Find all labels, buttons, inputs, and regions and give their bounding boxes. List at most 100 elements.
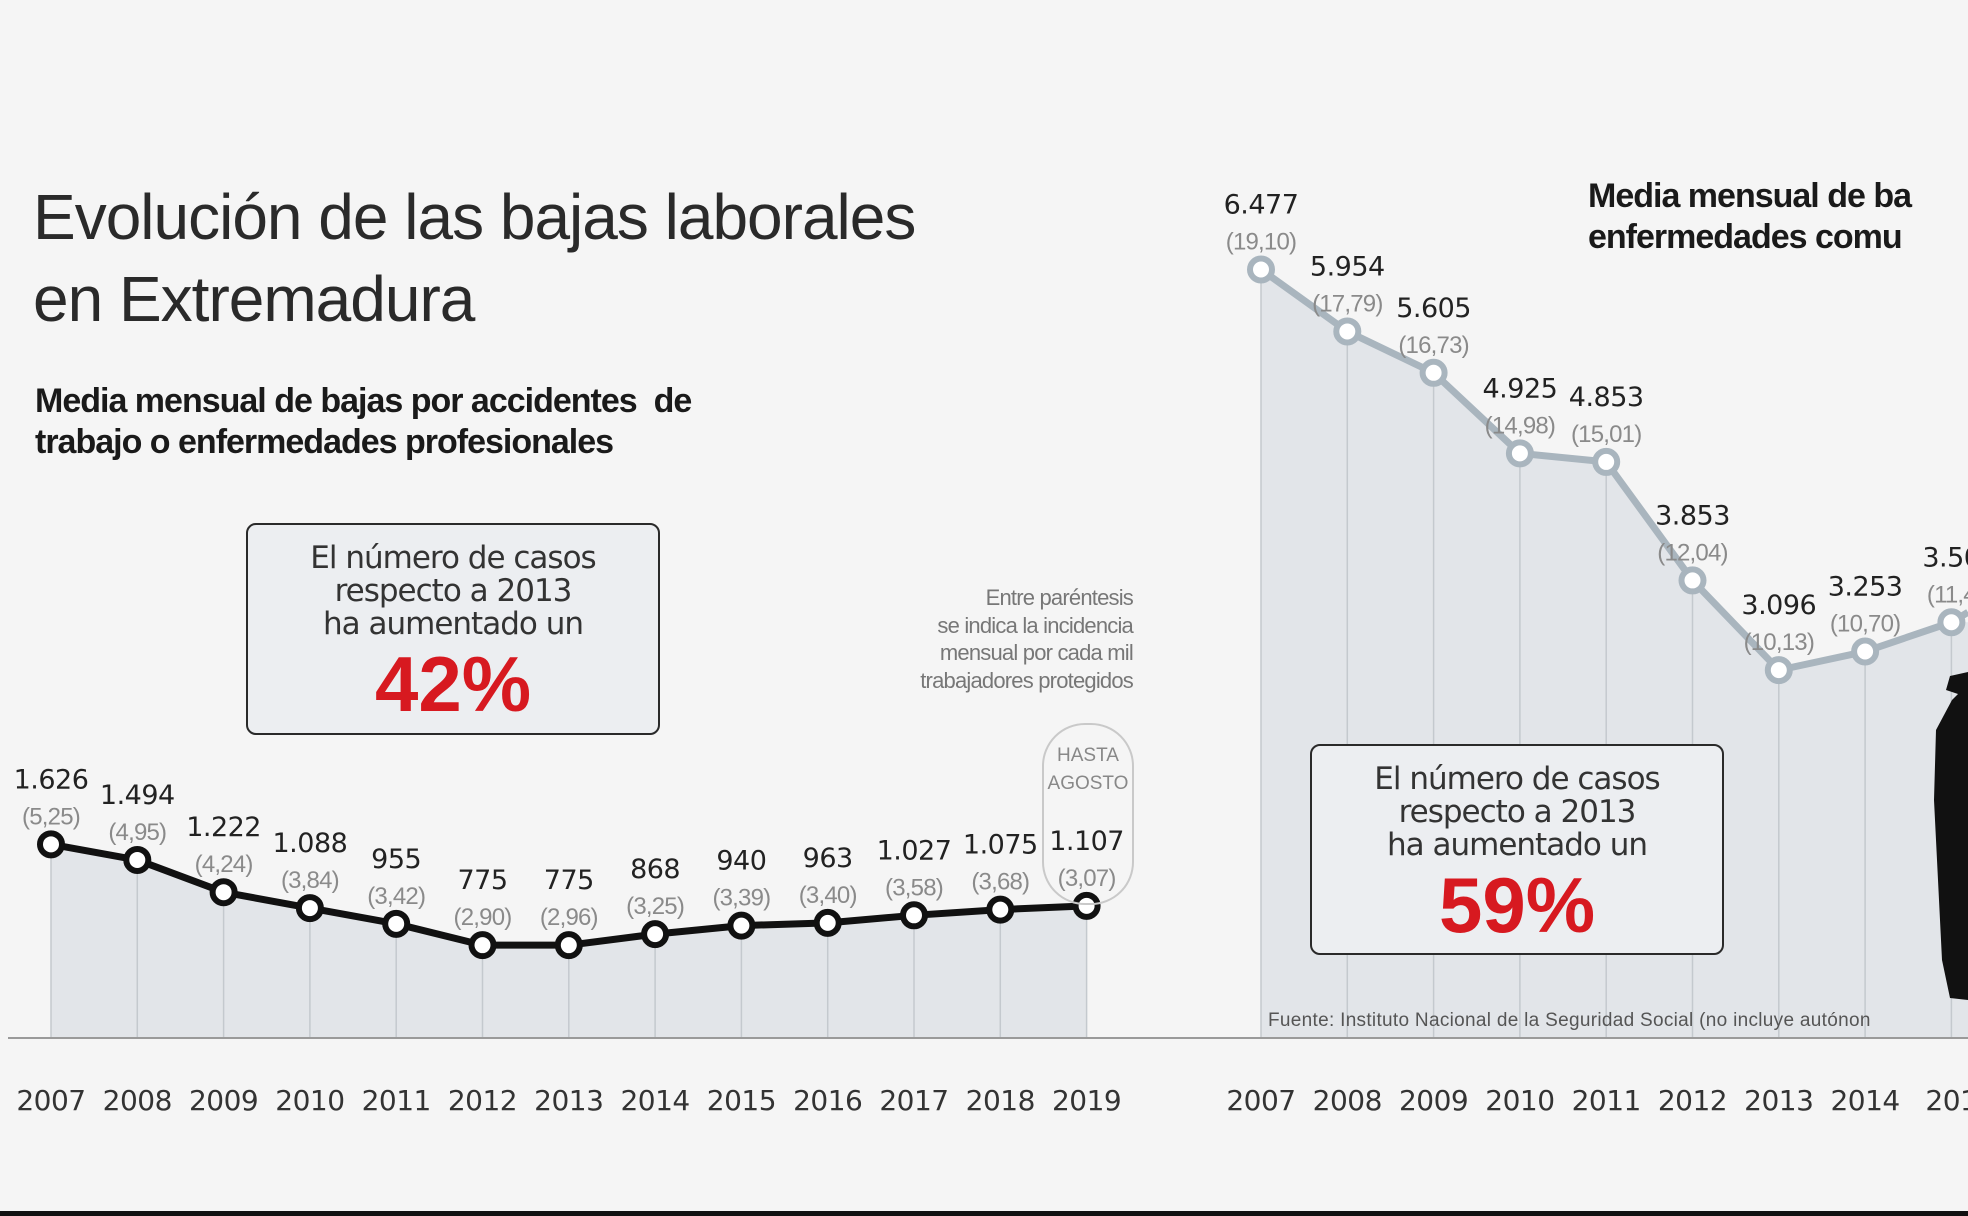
data-point	[900, 901, 928, 930]
callout-line: El número de casos	[1374, 761, 1660, 797]
incidence-label: (17,79)	[1312, 290, 1382, 317]
x-tick-label: 2015	[707, 1084, 776, 1117]
line-chart-left: 1.626 (5,25) 2007 1.494 (4,95) 2008 1.222 (4,24…	[14, 764, 1125, 1117]
incidence-label: (19,10)	[1226, 228, 1296, 255]
right-callout-box: El número de casos respecto a 2013 ha au…	[1310, 744, 1724, 955]
series-line	[1258, 266, 1968, 674]
page-title: Evolución de las bajas laborales en Extr…	[33, 176, 916, 340]
incidence-label: (12,04)	[1657, 539, 1727, 566]
right-chart-title: Media mensual de ba enfermedades comu	[1588, 176, 1912, 258]
incidence-label: (4,24)	[195, 851, 253, 878]
hasta-label: HASTA	[1057, 745, 1119, 766]
x-tick-label: 2018	[966, 1084, 1035, 1117]
data-point	[1419, 358, 1448, 387]
data-point	[1851, 637, 1880, 666]
value-label: 6.477	[1224, 189, 1299, 220]
incidence-label: (3,40)	[799, 882, 857, 909]
data-point	[37, 830, 65, 859]
data-point	[468, 931, 497, 960]
value-label: 955	[371, 844, 421, 875]
data-point	[1505, 439, 1534, 468]
value-label: 1.626	[14, 764, 89, 795]
x-tick-label: 2011	[362, 1084, 431, 1117]
value-label: 775	[544, 865, 594, 896]
value-label: 1.222	[186, 812, 261, 843]
left-chart-title-line-1: Media mensual de bajas por accidentes de	[35, 382, 692, 420]
left-chart-title: Media mensual de bajas por accidentes de…	[35, 381, 692, 463]
callout-percent: 59%	[1438, 861, 1596, 949]
x-tick-label: 2011	[1572, 1084, 1641, 1117]
x-tick-label: 2009	[1399, 1084, 1468, 1117]
callout-line: El número de casos	[310, 540, 596, 576]
incidence-label: (14,98)	[1485, 412, 1555, 439]
value-label: 940	[716, 846, 766, 877]
x-tick-label: 2009	[189, 1084, 258, 1117]
callout-line: respecto a 2013	[1398, 794, 1637, 830]
incidence-label: (5,25)	[22, 803, 80, 830]
callout-line: ha aumentado un	[1386, 827, 1648, 863]
agosto-label: AGOSTO	[1048, 773, 1129, 794]
x-tick-label: 201	[1925, 1084, 1968, 1117]
x-tick-label: 2008	[103, 1084, 172, 1117]
x-tick-label: 2010	[1485, 1084, 1554, 1117]
data-point	[554, 931, 583, 960]
x-tick-label: 2010	[275, 1084, 344, 1117]
person-silhouette-icon	[1934, 672, 1968, 1000]
incidence-label: (3,58)	[885, 874, 943, 901]
note-line: Entre paréntesis	[985, 585, 1134, 610]
x-tick-label: 2013	[534, 1084, 603, 1117]
value-label: 775	[457, 865, 507, 896]
incidence-label: (3,42)	[367, 883, 425, 910]
incidence-label: (11,4	[1927, 581, 1968, 608]
data-point	[1678, 566, 1707, 595]
note-line: se indica la incidencia	[937, 612, 1133, 638]
value-label: 1.107	[1049, 826, 1124, 857]
data-point	[1937, 608, 1966, 637]
incidence-label: (2,90)	[454, 904, 512, 931]
value-label: 1.027	[877, 835, 952, 866]
incidence-note: Entre paréntesis se indica la incidencia…	[820, 584, 1134, 694]
data-point	[1764, 656, 1793, 685]
title-line-2: en Extremadura	[33, 263, 475, 335]
incidence-label: (2,96)	[540, 904, 598, 931]
incidence-label: (3,39)	[712, 885, 770, 912]
data-point	[727, 911, 756, 940]
x-tick-label: 2013	[1744, 1084, 1813, 1117]
data-point	[986, 895, 1015, 924]
value-label: 963	[803, 843, 853, 874]
callout-percent: 42%	[374, 640, 532, 728]
data-point	[813, 908, 842, 937]
incidence-label: (10,13)	[1744, 629, 1814, 656]
value-label: 4.925	[1483, 373, 1558, 404]
note-line: mensual por cada mil	[939, 640, 1134, 665]
data-point	[209, 878, 238, 907]
bottom-border	[0, 1211, 1968, 1216]
incidence-label: (3,68)	[971, 869, 1029, 896]
x-tick-label: 2014	[1830, 1084, 1899, 1117]
source-note: Fuente: Instituto Nacional de la Segurid…	[1268, 1010, 1871, 1031]
right-chart-title-line-2: enfermedades comu	[1588, 218, 1903, 256]
x-tick-label: 2008	[1313, 1084, 1382, 1117]
x-tick-label: 2014	[620, 1084, 689, 1117]
data-point	[123, 845, 152, 874]
value-label: 3.853	[1655, 500, 1730, 531]
incidence-label: (3,84)	[281, 867, 339, 894]
data-point	[1247, 255, 1275, 284]
data-point	[1072, 891, 1101, 920]
incidence-label: (3,25)	[626, 893, 684, 920]
line-chart-right: 6.477 (19,10) 2007 5.954 (17,79) 2008 5.605 (16…	[1224, 189, 1968, 1117]
value-label: 3.50	[1922, 542, 1968, 573]
incidence-label: (15,01)	[1571, 421, 1641, 448]
value-label: 5.605	[1396, 293, 1471, 324]
data-point	[641, 920, 670, 949]
data-point	[382, 909, 411, 938]
callout-line: respecto a 2013	[334, 573, 573, 609]
x-tick-label: 2007	[16, 1084, 85, 1117]
value-label: 3.096	[1741, 590, 1816, 621]
value-label: 3.253	[1828, 572, 1903, 603]
x-tick-label: 2007	[1226, 1084, 1295, 1117]
incidence-label: (4,95)	[108, 819, 166, 846]
incidence-label: (10,70)	[1830, 611, 1900, 638]
x-tick-label: 2017	[879, 1084, 948, 1117]
data-point	[1592, 447, 1621, 476]
